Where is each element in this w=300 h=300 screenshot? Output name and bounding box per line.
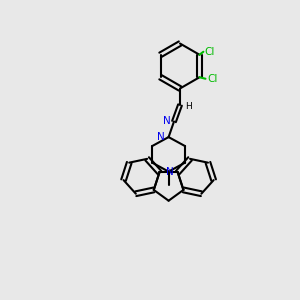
Text: Cl: Cl [205,47,215,57]
Text: Cl: Cl [207,74,217,84]
Text: N: N [166,167,174,177]
Text: H: H [185,102,192,111]
Text: N: N [163,116,170,126]
Text: N: N [157,132,165,142]
